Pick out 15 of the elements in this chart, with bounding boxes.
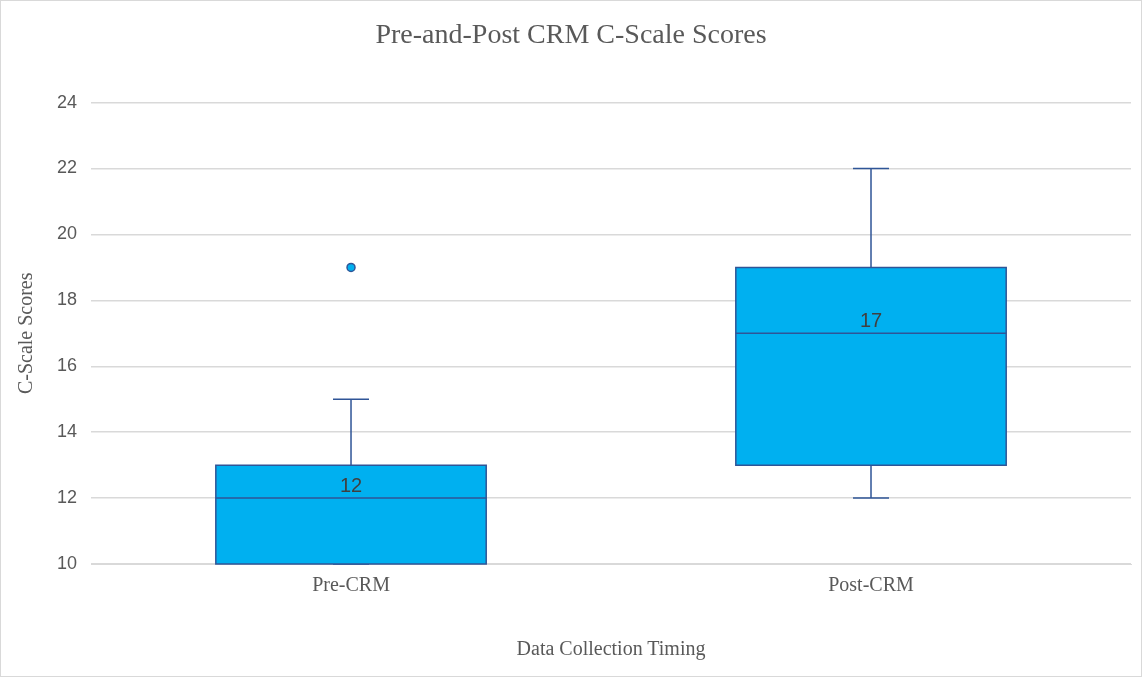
y-tick-label: 14 [56,421,78,442]
x-tick-label: Post-CRM [828,573,915,596]
x-axis-title: Data Collection Timing [516,637,706,661]
y-tick-label: 24 [56,91,78,112]
y-axis-title: C-Scale Scores [14,272,37,395]
y-tick-label: 18 [56,289,78,310]
y-tick-label: 20 [56,223,78,244]
annotation: 17 [859,308,883,331]
y-tick-label: 22 [56,157,78,178]
y-tick-label: 12 [56,487,78,508]
chart-title: Pre-and-Post CRM C-Scale Scores [375,18,767,50]
y-tick-label: 16 [56,355,78,376]
y-tick-label: 10 [56,552,78,573]
annotation: 12 [339,473,363,496]
x-tick-label: Pre-CRM [312,573,391,596]
